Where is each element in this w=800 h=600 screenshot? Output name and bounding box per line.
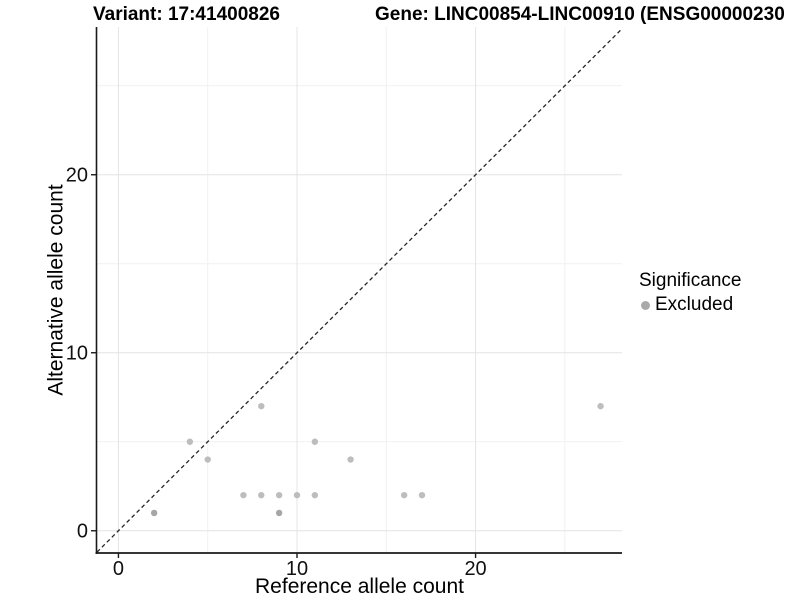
data-point [311,491,319,499]
identity-dashed-line [96,28,623,553]
legend-title: Significance [639,270,742,291]
gene-title: Gene: LINC00854-LINC00910 (ENSG00000230 [375,4,785,25]
data-point [150,509,158,517]
x-tick-label: 0 [113,558,124,580]
data-point [597,402,604,410]
y-axis-title: Alternative allele count [44,184,67,395]
data-point [418,491,426,499]
y-tick-label: 20 [66,165,88,187]
y-tick-label: 0 [77,521,88,543]
data-point [311,438,319,445]
data-point [347,456,354,463]
data-point [186,438,194,445]
data-point [204,456,211,463]
x-tick-label: 20 [464,558,486,580]
data-point [400,491,408,499]
data-point [258,491,265,499]
legend-item-excluded: Excluded [641,294,741,316]
legend: Significance Excluded [639,270,741,316]
x-axis-title: Reference allele count [255,575,464,598]
legend-point-icon [641,300,650,310]
data-point [240,491,247,499]
data-point [258,402,265,410]
data-point [275,491,283,499]
data-point [275,509,283,517]
variant-title: Variant: 17:41400826 [93,4,280,25]
data-point [293,491,301,499]
y-tick-label: 10 [66,343,88,365]
x-tick-label: 10 [286,558,308,580]
legend-item-label: Excluded [655,294,734,315]
